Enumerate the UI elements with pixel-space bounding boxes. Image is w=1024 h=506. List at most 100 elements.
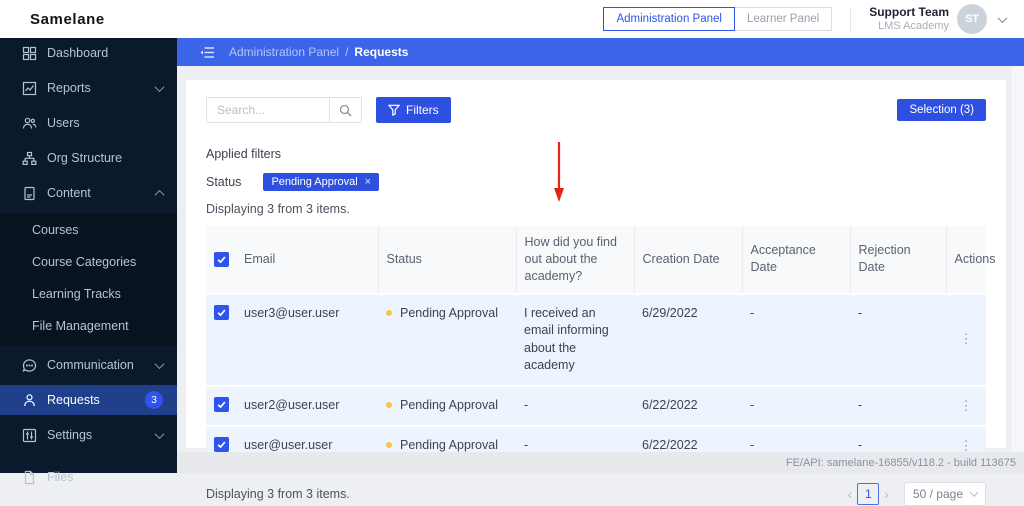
cell-email: user2@user.user <box>236 386 378 427</box>
items-summary-top: Displaying 3 from 3 items. <box>206 202 986 216</box>
page-size-select[interactable]: 50 / page <box>904 482 986 506</box>
breadcrumb-separator: / <box>345 45 348 59</box>
panel-switcher: Administration Panel Learner Panel <box>603 7 832 31</box>
sidebar-item-label: Learning Tracks <box>32 287 163 301</box>
sidebar-item-label: Communication <box>47 358 156 372</box>
column-header-status[interactable]: Status <box>378 226 516 294</box>
user-organization: LMS Academy <box>869 20 949 34</box>
avatar[interactable]: ST <box>957 4 987 34</box>
row-actions-kebab-icon[interactable]: ⋮ <box>960 438 973 453</box>
sidebar-item-label: File Management <box>32 319 163 333</box>
cell-creation-date: 6/29/2022 <box>634 294 742 386</box>
prev-page-icon[interactable]: ‹ <box>843 486 858 502</box>
sidebar-item-label: Courses <box>32 223 163 237</box>
pending-status-dot <box>386 310 392 316</box>
status-filter-chip[interactable]: Pending Approval × <box>263 173 379 191</box>
breadcrumb-parent[interactable]: Administration Panel <box>229 45 339 59</box>
sidebar-item-label: Requests <box>47 393 137 407</box>
cell-rejection-date: - <box>850 386 946 427</box>
sidebar-item-org-structure[interactable]: Org Structure <box>0 143 177 173</box>
table-row[interactable]: user2@user.user Pending Approval - 6/22/… <box>206 386 986 427</box>
row-checkbox[interactable] <box>214 305 229 320</box>
sidebar-item-users[interactable]: Users <box>0 108 177 138</box>
table-footer: Displaying 3 from 3 items. ‹ 1 › 50 / pa… <box>206 482 986 506</box>
top-bar: Samelane Administration Panel Learner Pa… <box>0 0 1024 38</box>
filters-button-label: Filters <box>406 103 439 117</box>
cell-source: - <box>516 386 634 427</box>
build-version-text: FE/API: samelane-16855/v118.2 - build 11… <box>786 457 1024 469</box>
row-checkbox[interactable] <box>214 437 229 452</box>
column-header-creation-date[interactable]: Creation Date <box>634 226 742 294</box>
sidebar-item-file-management[interactable]: File Management <box>0 311 177 341</box>
table-row[interactable]: user3@user.user Pending Approval I recei… <box>206 294 986 386</box>
cell-source: I received an email informing about the … <box>516 294 634 386</box>
administration-panel-button[interactable]: Administration Panel <box>603 7 734 31</box>
toolbar: Filters Selection (3) <box>206 97 986 123</box>
select-all-checkbox[interactable] <box>214 252 229 267</box>
chip-close-icon[interactable]: × <box>365 176 371 188</box>
status-filter-label: Status <box>206 175 241 189</box>
search-input[interactable] <box>207 98 329 122</box>
next-page-icon[interactable]: › <box>879 486 894 502</box>
line-chart-icon <box>22 81 37 96</box>
chevron-down-icon <box>155 82 165 92</box>
org-structure-icon <box>22 151 37 166</box>
selection-button[interactable]: Selection (3) <box>897 99 986 121</box>
cell-acceptance-date: - <box>742 386 850 427</box>
user-menu-chevron-down-icon[interactable] <box>998 13 1008 23</box>
items-summary-bottom: Displaying 3 from 3 items. <box>206 487 350 501</box>
version-strip: FE/API: samelane-16855/v118.2 - build 11… <box>177 452 1024 473</box>
sidebar-item-label: Files <box>47 470 163 484</box>
users-icon <box>22 116 37 131</box>
sidebar-item-label: Dashboard <box>47 46 163 60</box>
sidebar-item-content[interactable]: Content <box>0 178 177 208</box>
status-filter-row: Status Pending Approval × <box>206 173 986 191</box>
file-icon <box>22 470 37 485</box>
row-actions-kebab-icon[interactable]: ⋮ <box>960 331 973 346</box>
sidebar-item-dashboard[interactable]: Dashboard <box>0 38 177 68</box>
column-header-email[interactable]: Email <box>236 226 378 294</box>
filters-button[interactable]: Filters <box>376 97 451 123</box>
sidebar-item-requests[interactable]: Requests 3 <box>0 385 177 415</box>
dashboard-grid-icon <box>22 46 37 61</box>
sidebar-item-files[interactable]: Files <box>0 462 177 492</box>
scrollbar-track[interactable] <box>1010 66 1024 452</box>
sidebar-item-courses[interactable]: Courses <box>0 215 177 245</box>
page-size-value: 50 / page <box>913 487 963 501</box>
page-number[interactable]: 1 <box>857 483 879 505</box>
column-header-acceptance-date[interactable]: Acceptance Date <box>742 226 850 294</box>
pagination: ‹ 1 › 50 / page <box>843 482 986 506</box>
breadcrumb-bar: Administration Panel / Requests <box>177 38 1024 66</box>
row-checkbox[interactable] <box>214 397 229 412</box>
filter-funnel-icon <box>388 104 400 116</box>
sidebar-item-course-categories[interactable]: Course Categories <box>0 247 177 277</box>
sidebar-item-reports[interactable]: Reports <box>0 73 177 103</box>
row-actions-kebab-icon[interactable]: ⋮ <box>960 398 973 413</box>
app-logo: Samelane <box>30 11 105 28</box>
cell-creation-date: 6/22/2022 <box>634 386 742 427</box>
pending-status-dot <box>386 402 392 408</box>
sidebar: Dashboard Reports Users Org Structure Co… <box>0 38 177 473</box>
column-header-source[interactable]: How did you find out about the academy? <box>516 226 634 294</box>
column-header-rejection-date[interactable]: Rejection Date <box>850 226 946 294</box>
cell-status: Pending Approval <box>378 386 516 427</box>
requests-count-badge: 3 <box>145 391 163 409</box>
applied-filters-title: Applied filters <box>206 147 986 161</box>
search-group <box>206 97 362 123</box>
sidebar-item-label: Course Categories <box>32 255 163 269</box>
menu-fold-icon[interactable] <box>200 46 215 59</box>
chevron-down-icon <box>155 429 165 439</box>
content-submenu: Courses Course Categories Learning Track… <box>0 213 177 345</box>
sidebar-item-label: Reports <box>47 81 156 95</box>
cell-rejection-date: - <box>850 294 946 386</box>
cell-email: user3@user.user <box>236 294 378 386</box>
cell-acceptance-date: - <box>742 294 850 386</box>
chevron-down-icon <box>970 488 978 496</box>
learner-panel-button[interactable]: Learner Panel <box>734 7 832 31</box>
sidebar-item-settings[interactable]: Settings <box>0 420 177 450</box>
sidebar-item-communication[interactable]: Communication <box>0 350 177 380</box>
search-icon[interactable] <box>329 98 361 122</box>
user-meta: Support Team LMS Academy <box>869 5 949 34</box>
sidebar-item-learning-tracks[interactable]: Learning Tracks <box>0 279 177 309</box>
pending-status-dot <box>386 442 392 448</box>
